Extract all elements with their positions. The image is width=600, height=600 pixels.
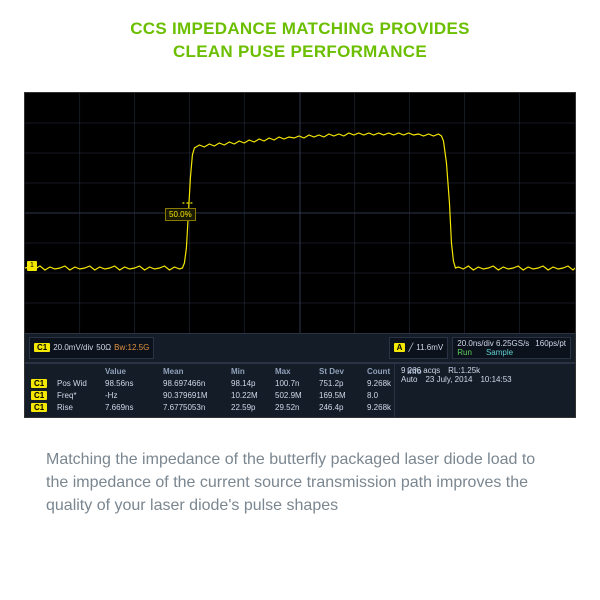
ch1-scale: 20.0mV/div	[53, 343, 93, 352]
table-cell: 10.22M	[229, 390, 273, 401]
channel-marker: 1	[27, 261, 37, 271]
trig-mode: Auto	[401, 375, 417, 384]
edge-icon: ╱	[408, 343, 413, 352]
acquisition-panel: 9 266 acqs RL:1.25k Auto 23 July, 2014 1…	[395, 364, 518, 417]
table-cell: -Hz	[103, 390, 161, 401]
table-cell: 751.2p	[317, 378, 365, 389]
run-state: Run	[457, 348, 472, 357]
ch1-button[interactable]: C1	[34, 343, 50, 352]
scope-strip: C1 20.0mV/div 50Ω Bw:12.5G A ╱ 11.6mV 20…	[25, 333, 575, 363]
table-cell: 7.6775053n	[161, 402, 229, 413]
resolution: 160ps/pt	[535, 339, 566, 348]
oscilloscope-screenshot: 50.0% 1 C1 20.0mV/div 50Ω Bw:12.5G A ╱ 1…	[24, 92, 576, 418]
col-min: Min	[229, 366, 273, 377]
col-mean: Mean	[161, 366, 229, 377]
acq-time: 10:14:53	[480, 375, 511, 384]
scope-lower-panel: Value Mean Min Max St Dev Count Info C1 …	[25, 363, 575, 417]
scope-waveform-area: 50.0% 1	[25, 93, 575, 333]
acqs-count: 9 266 acqs	[401, 366, 440, 375]
sample-mode: Sample	[486, 348, 513, 357]
scope-bottom-panel: C1 20.0mV/div 50Ω Bw:12.5G A ╱ 11.6mV 20…	[25, 333, 575, 417]
timebase: 20.0ns/div 6.25GS/s	[457, 339, 529, 348]
ch1-chip[interactable]: C1 20.0mV/div 50Ω Bw:12.5G	[29, 337, 154, 359]
page-title: CCS IMPEDANCE MATCHING PROVIDES CLEAN PU…	[24, 18, 576, 64]
title-line-1: CCS IMPEDANCE MATCHING PROVIDES	[24, 18, 576, 41]
ch1-bandwidth: Bw:12.5G	[114, 343, 149, 352]
table-cell: 22.59p	[229, 402, 273, 413]
timebase-chip[interactable]: 20.0ns/div 6.25GS/s 160ps/pt Run Sample	[452, 337, 571, 359]
col-stdev: St Dev	[317, 366, 365, 377]
trig-level: 11.6mV	[416, 343, 443, 352]
trigger-chip[interactable]: A ╱ 11.6mV	[389, 337, 449, 359]
table-cell: 7.669ns	[103, 402, 161, 413]
measurement-table: Value Mean Min Max St Dev Count Info C1 …	[25, 364, 395, 417]
table-cell: 90.379691M	[161, 390, 229, 401]
table-cell: Rise	[55, 402, 103, 413]
table-cell: 100.7n	[273, 378, 317, 389]
table-cell: 98.56ns	[103, 378, 161, 389]
col-max: Max	[273, 366, 317, 377]
table-row[interactable]: C1	[31, 379, 47, 388]
table-row[interactable]: C1	[31, 391, 47, 400]
col-value: Value	[103, 366, 161, 377]
table-cell: Pos Wid	[55, 378, 103, 389]
table-cell: 169.5M	[317, 390, 365, 401]
cursor-percent-label: 50.0%	[165, 208, 196, 221]
scope-grid	[25, 93, 575, 333]
trig-a-button[interactable]: A	[394, 343, 406, 352]
table-cell: 246.4p	[317, 402, 365, 413]
ch1-impedance: 50Ω	[96, 343, 111, 352]
caption-text: Matching the impedance of the butterfly …	[46, 448, 554, 518]
scope-svg	[25, 93, 575, 333]
title-line-2: CLEAN PUSE PERFORMANCE	[24, 41, 576, 64]
table-row[interactable]: C1	[31, 403, 47, 412]
table-cell: 98.14p	[229, 378, 273, 389]
acq-date: 23 July, 2014	[425, 375, 472, 384]
table-cell: Freq*	[55, 390, 103, 401]
table-cell: 29.52n	[273, 402, 317, 413]
record-length: RL:1.25k	[448, 366, 480, 375]
table-cell: 502.9M	[273, 390, 317, 401]
table-cell: 98.697466n	[161, 378, 229, 389]
